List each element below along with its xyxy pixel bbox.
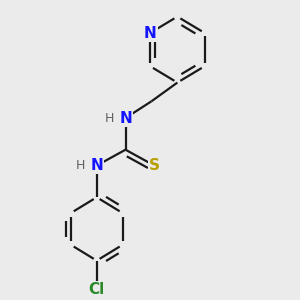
Text: Cl: Cl [88,282,105,297]
Text: N: N [90,158,103,173]
Text: N: N [119,110,132,125]
Text: H: H [76,159,86,172]
Text: S: S [149,158,160,173]
Text: N: N [144,26,156,40]
Text: H: H [105,112,114,124]
